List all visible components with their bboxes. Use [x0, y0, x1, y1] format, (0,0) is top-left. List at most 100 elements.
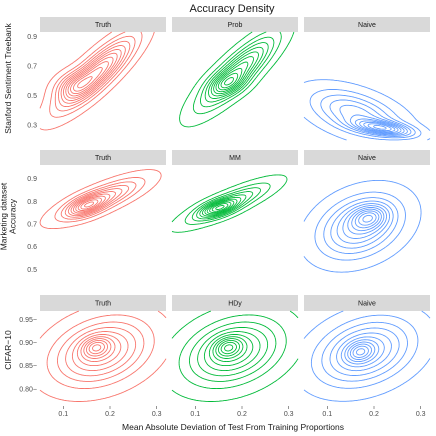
x-tick-label: 0.3	[152, 411, 162, 418]
row-labels: Stanford Sentiment Treebank Marketing dat…	[0, 22, 18, 369]
density-contour	[197, 327, 269, 377]
density-contour	[362, 214, 373, 223]
facet-panel: HDy 0.1 0.2 0.3	[171, 295, 299, 418]
density-contour	[192, 31, 282, 115]
facet-strip-label: Truth	[95, 301, 111, 308]
density-contour	[208, 333, 254, 367]
y-tick-label: 0.90−	[19, 340, 37, 347]
density-contour	[224, 77, 234, 86]
facet-panel: Prob	[172, 17, 298, 128]
density-contour	[199, 194, 247, 218]
density-contour	[303, 310, 431, 402]
density-contour	[213, 56, 254, 95]
facet-panel: MM	[171, 150, 298, 233]
density-contour	[54, 177, 146, 223]
x-tick-label: 0.2	[237, 411, 247, 418]
density-contour	[340, 336, 385, 368]
density-contour	[188, 321, 277, 382]
x-tick-label: 0.2	[105, 411, 115, 418]
density-contour	[210, 51, 259, 97]
density-contour	[80, 199, 99, 210]
density-contour	[349, 114, 405, 135]
density-contour	[46, 314, 155, 390]
density-contour	[354, 210, 380, 229]
x-tick-label: 0.1	[58, 411, 68, 418]
density-contour	[359, 120, 399, 134]
y-tick-label: 0.80−	[19, 386, 37, 393]
density-contour	[342, 205, 388, 239]
facet-grid: 0.3 0.5 0.7 0.9 Truth Prob Naive 0.5 0.6 0.7 0.8 0.…	[19, 17, 431, 418]
density-contour	[220, 72, 239, 89]
density-contour	[70, 191, 116, 215]
density-contour	[310, 314, 419, 389]
y-tick-label: 0.9	[27, 176, 37, 183]
density-contour	[179, 31, 295, 128]
density-contour	[352, 345, 369, 358]
density-contour	[209, 201, 232, 214]
facet-strip-label: Truth	[95, 22, 111, 29]
facet-strip-label: Naive	[358, 301, 376, 308]
density-contour	[67, 188, 123, 217]
density-contour	[347, 341, 376, 363]
density-contour	[215, 205, 225, 210]
density-contour	[329, 327, 400, 376]
density-contour	[171, 174, 288, 233]
density-contour	[56, 321, 145, 382]
density-contour	[320, 94, 416, 139]
density-contour	[344, 339, 380, 365]
facet-panel: Naive	[303, 17, 431, 141]
density-contour	[367, 123, 392, 132]
density-contour	[83, 338, 112, 359]
density-contour	[358, 212, 377, 226]
density-contour	[224, 344, 234, 352]
x-tick-label: 0.1	[190, 411, 200, 418]
density-contour	[70, 61, 109, 95]
y-axis-label: Accuracy	[8, 198, 18, 234]
density-contour	[65, 52, 118, 99]
density-contour	[354, 118, 402, 134]
density-contour	[196, 191, 254, 220]
density-contour	[212, 336, 248, 363]
x-tick-label: 0.3	[416, 411, 426, 418]
density-contour	[92, 344, 102, 352]
density-contour	[204, 42, 269, 103]
y-tick-label: 0.3	[27, 123, 37, 130]
density-contour	[323, 197, 399, 254]
density-contour	[303, 79, 431, 141]
density-contour	[49, 31, 143, 118]
density-contour	[184, 182, 271, 225]
density-contour	[203, 331, 261, 372]
density-contour	[206, 200, 235, 215]
facet-strip	[40, 150, 166, 165]
density-contour	[200, 36, 275, 108]
density-contour	[363, 121, 396, 133]
facet-strip	[304, 17, 430, 32]
density-contour	[65, 327, 137, 377]
density-contour	[329, 99, 412, 137]
density-contour	[314, 191, 406, 261]
y-tick-label: 0.85−	[19, 363, 37, 370]
density-contour	[80, 336, 116, 363]
y-axis-label: Stanford Sentiment Treebank	[3, 22, 13, 133]
density-contour	[83, 201, 95, 208]
density-contour	[64, 184, 130, 218]
facet-strip-label: Naive	[358, 155, 376, 162]
facet-strip-label: Naive	[358, 22, 376, 29]
density-contour	[215, 61, 249, 93]
density-contour	[39, 169, 162, 230]
facet-panel: Truth 0.1 0.2 0.3	[39, 295, 167, 418]
density-contour	[85, 339, 109, 357]
facet-strip-label: Prob	[228, 22, 243, 29]
x-tick-label: 0.1	[322, 411, 332, 418]
facet-strip-label: HDy	[228, 301, 242, 308]
chart-title: Accuracy Density	[190, 3, 275, 15]
density-contour	[217, 339, 241, 357]
y-tick-label: 0.95−	[19, 317, 37, 324]
density-contour	[204, 198, 238, 216]
density-contour	[373, 124, 387, 130]
density-contour	[347, 207, 385, 235]
facet-strip	[40, 17, 166, 32]
density-contour	[171, 310, 299, 402]
density-contour	[217, 67, 243, 91]
facet-strip	[304, 295, 430, 311]
